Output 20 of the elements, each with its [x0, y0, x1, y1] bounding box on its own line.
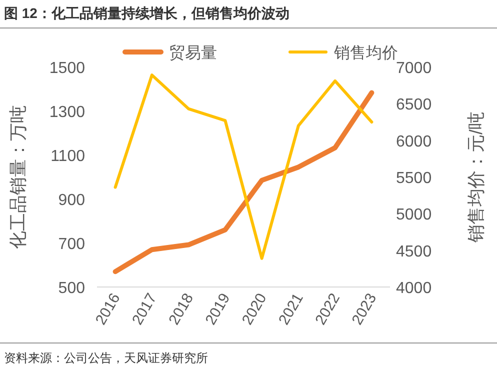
y-tick-label: 1500 — [49, 60, 86, 77]
y2-tick-label: 5500 — [396, 170, 432, 187]
y-axis-title: 化工品销量：万吨 — [8, 105, 28, 249]
y-tick-label: 1300 — [49, 104, 86, 121]
y2-tick-label: 6000 — [396, 133, 432, 150]
y2-tick-label: 4500 — [396, 243, 432, 260]
y2-tick-label: 4000 — [396, 280, 432, 297]
y-tick-label: 1100 — [50, 148, 86, 165]
line-series — [114, 74, 374, 260]
legend-label: 贸易量 — [169, 44, 217, 62]
y2-tick-label: 6500 — [396, 96, 432, 114]
y2-tick-label: 5000 — [396, 206, 432, 224]
y2-tick-label: 7000 — [396, 60, 432, 77]
y2-axis-title: 销售均价：元/吨 — [466, 111, 486, 244]
y-tick-label: 900 — [58, 192, 86, 209]
y-tick-label: 500 — [58, 280, 86, 297]
y-tick-label: 700 — [58, 236, 86, 253]
legend-label: 销售均价 — [333, 45, 398, 62]
text: 资料来源：公司公告，天风证券研究所 — [4, 351, 208, 365]
chart-title: 图 12：化工品销量持续增长，但销售均价波动 — [4, 5, 290, 21]
